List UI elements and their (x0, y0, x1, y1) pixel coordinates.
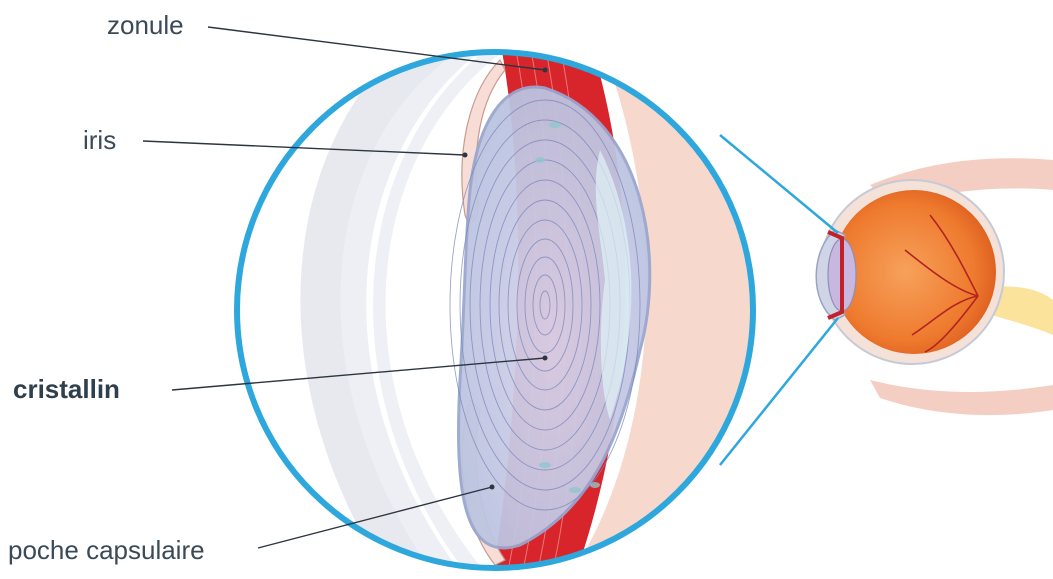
leader-line-zonule (207, 26, 546, 71)
magnification-connectors (719, 134, 839, 466)
leader-line-iris (142, 140, 466, 156)
label-zonule: zonule (107, 10, 184, 40)
leader-lines (142, 26, 546, 549)
leader-line-poche-capsulaire (257, 486, 493, 549)
magnified-view (237, 52, 753, 568)
label-poche-capsulaire: poche capsulaire (8, 535, 205, 565)
eyeball-illustration (815, 158, 1053, 416)
label-iris: iris (83, 125, 117, 155)
magnification-circle (234, 49, 756, 571)
leader-dots (462, 67, 548, 490)
label-cristallin: cristallin (13, 374, 120, 404)
leader-line-cristallin (171, 357, 546, 391)
